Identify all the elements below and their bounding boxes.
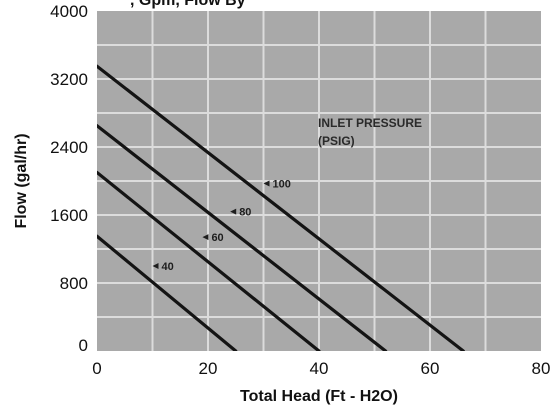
series-line-80 [97,124,388,351]
series-label-100: 100 [273,179,291,191]
y-axis-title: Flow (gal/hr) [13,133,30,228]
x-axis-title: Total Head (Ft - H2O) [240,388,398,405]
annotation-inlet-pressure: INLET PRESSURE [318,116,422,130]
x-tick-label: 60 [421,359,440,378]
chart-title: , Gpm, Flow By [130,0,246,9]
x-tick-label: 80 [532,359,551,378]
series-labels: 100 80 60 40 [152,179,291,273]
grid [97,11,541,351]
series-label-60: 60 [211,232,223,244]
x-tick-label: 0 [92,359,101,378]
y-tick-label: 0 [79,336,88,355]
y-tick-label: 800 [60,274,88,293]
series-line-60 [97,170,321,351]
series-pointer-60 [202,234,209,241]
x-tick-label: 40 [310,359,329,378]
series-lines [97,64,465,351]
y-tick-label: 4000 [50,2,88,21]
x-tick-label: 20 [199,359,218,378]
series-label-80: 80 [239,207,251,219]
y-tick-label: 1600 [50,206,88,225]
series-pointer-40 [152,263,159,269]
y-tick-label: 3200 [50,70,88,89]
series-label-40: 40 [162,261,174,273]
annotation-psig: (PSIG) [318,134,355,148]
y-tick-label: 2400 [50,138,88,157]
series-pointer-80 [230,208,237,215]
series-line-40 [97,234,238,351]
series-pointer-100 [263,180,270,187]
series-line-100 [97,64,465,351]
